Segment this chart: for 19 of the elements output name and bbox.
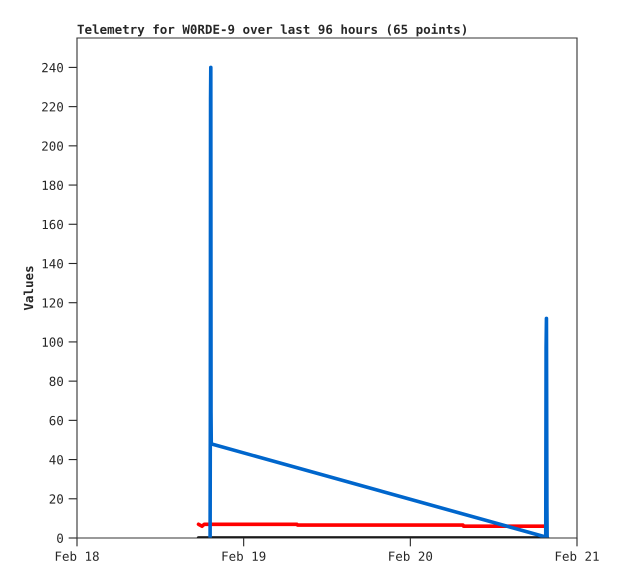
y-tick-label: 160 — [42, 220, 63, 230]
x-tick-label: Feb 19 — [222, 551, 266, 561]
y-tick-label: 240 — [42, 62, 63, 72]
y-tick-label: 140 — [42, 258, 63, 268]
y-tick-label: 180 — [42, 180, 63, 190]
chart-title: Telemetry for W0RDE-9 over last 96 hours (65 points) — [78, 24, 466, 36]
y-tick-label: 220 — [42, 102, 63, 112]
y-tick-label: 100 — [42, 337, 63, 347]
x-tick-label: Feb 20 — [389, 551, 432, 561]
x-tick-label: Feb 21 — [556, 551, 599, 561]
x-tick-label: Feb 18 — [56, 551, 99, 561]
y-axis-title: Values — [24, 266, 34, 310]
y-tick-label: 60 — [50, 416, 63, 426]
y-tick-label: 20 — [50, 494, 63, 504]
y-tick-label: 200 — [42, 141, 63, 151]
y-tick-label: 80 — [50, 376, 63, 386]
y-tick-label: 120 — [42, 298, 63, 308]
y-tick-label: 0 — [57, 534, 63, 543]
y-tick-label: 40 — [49, 455, 63, 465]
